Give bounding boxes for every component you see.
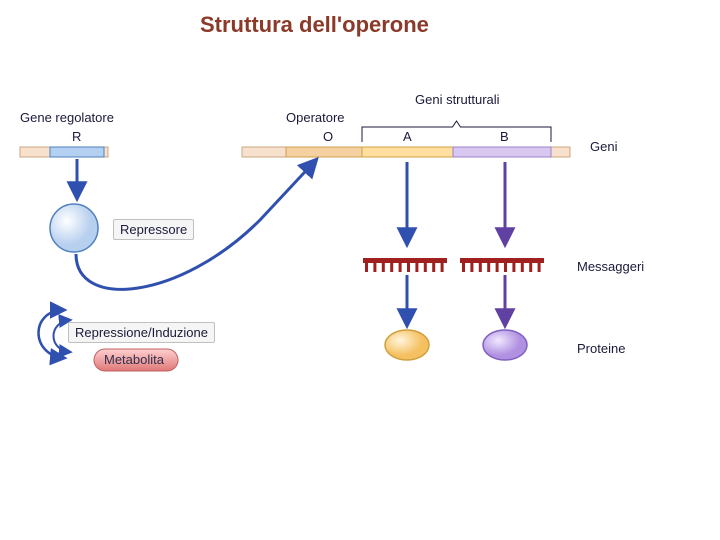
mrna-b: [460, 258, 544, 272]
label-repressione-induzione: Repressione/Induzione: [68, 322, 215, 343]
label-repressore: Repressore: [113, 219, 194, 240]
label-gene-regolatore: Gene regolatore: [20, 110, 114, 125]
geni-strutturali-bracket: [362, 121, 551, 142]
label-operatore: Operatore: [286, 110, 345, 125]
dna-left: [20, 147, 108, 157]
feedback-loop-outer: [39, 310, 65, 358]
protein-a: [385, 330, 429, 360]
label-r: R: [72, 129, 81, 144]
repressor-circle: [50, 204, 98, 252]
arrow-repressor-to-operator: [76, 160, 316, 289]
label-messaggeri: Messaggeri: [577, 259, 644, 274]
dna-right: [242, 147, 570, 157]
label-geni-strutturali: Geni strutturali: [415, 92, 500, 107]
label-metabolita: Metabolita: [104, 352, 164, 367]
label-geni: Geni: [590, 139, 617, 154]
page-title: Struttura dell'operone: [200, 12, 429, 38]
mrna-a: [363, 258, 447, 272]
label-a: A: [403, 129, 412, 144]
protein-b: [483, 330, 527, 360]
label-b: B: [500, 129, 509, 144]
label-o: O: [323, 129, 333, 144]
label-proteine: Proteine: [577, 341, 625, 356]
